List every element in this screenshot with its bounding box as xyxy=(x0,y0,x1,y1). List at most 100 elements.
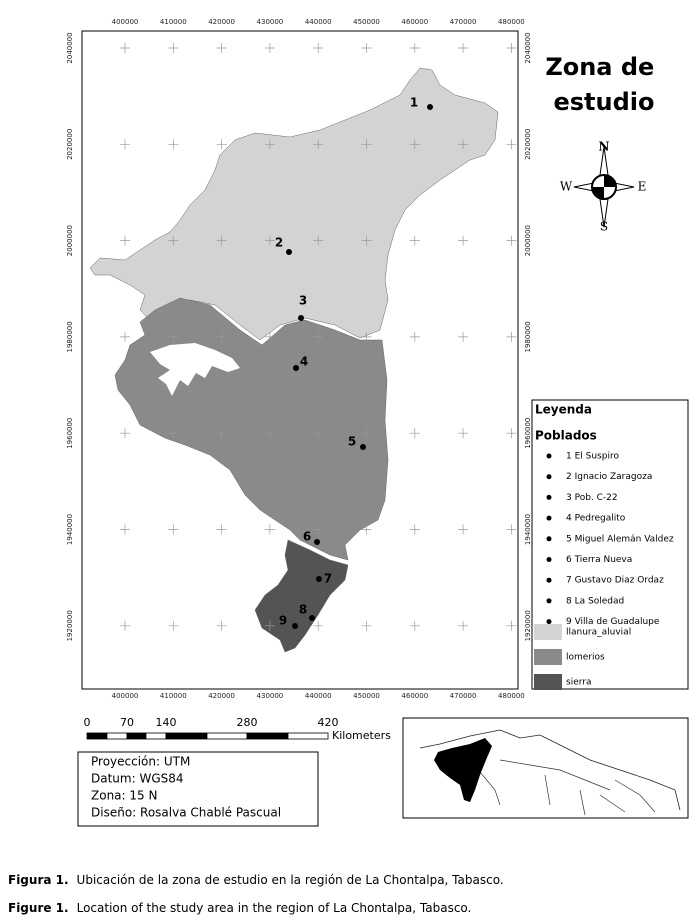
town-label: 7 xyxy=(324,572,332,586)
grid-cross xyxy=(361,331,372,342)
town-point xyxy=(286,249,292,255)
y-tick-label: 1940000 xyxy=(66,514,74,545)
scale-segment xyxy=(165,732,208,740)
legend-zone: lomerios xyxy=(566,653,605,663)
grid-cross xyxy=(120,235,130,246)
x-tick-label: 480000 xyxy=(498,18,525,26)
grid-cross xyxy=(506,43,517,53)
grid-cross xyxy=(120,139,130,150)
grid-cross xyxy=(313,524,324,535)
grid-cross xyxy=(216,139,227,150)
grid-cross xyxy=(506,139,517,150)
zone-polygon xyxy=(89,67,499,341)
x-tick-label: 420000 xyxy=(208,692,235,700)
x-tick-label: 410000 xyxy=(160,692,187,700)
x-tick-label: 440000 xyxy=(305,18,332,26)
town-label: 8 xyxy=(299,603,307,617)
scale-label: 0 xyxy=(84,716,91,729)
grid-cross xyxy=(120,43,130,53)
town-point xyxy=(360,444,366,450)
grid-cross xyxy=(409,620,420,631)
scale-segment xyxy=(246,732,289,740)
grid-cross xyxy=(458,235,469,246)
grid-cross xyxy=(264,235,275,246)
legend-marker xyxy=(546,453,552,459)
info-line: Proyección: UTM xyxy=(91,755,190,769)
y-tick-label: 1980000 xyxy=(66,321,74,352)
caption: Figure 1. Location of the study area in t… xyxy=(8,901,471,915)
caption-label: Figure 1. xyxy=(8,901,69,915)
grid-cross xyxy=(361,139,372,150)
town-label: 9 xyxy=(279,614,287,628)
x-tick-label: 400000 xyxy=(112,18,139,26)
x-tick-label: 450000 xyxy=(353,692,380,700)
caption-text: Ubicación de la zona de estudio en la re… xyxy=(77,873,504,887)
scale-segment xyxy=(106,732,128,740)
legend-marker xyxy=(546,577,552,583)
legend-title: Leyenda xyxy=(535,403,592,417)
legend-swatch xyxy=(534,624,562,640)
town-point xyxy=(427,104,433,110)
legend-marker xyxy=(546,494,552,500)
grid-cross xyxy=(409,139,420,150)
x-tick-label: 460000 xyxy=(401,692,428,700)
scale-label: 280 xyxy=(237,716,258,729)
y-tick-label: 2000000 xyxy=(524,225,532,256)
grid-cross xyxy=(506,235,517,246)
compass-s: S xyxy=(600,220,608,234)
grid-cross xyxy=(168,139,179,150)
y-tick-label: 2040000 xyxy=(66,32,74,63)
grid-cross xyxy=(120,524,130,535)
grid-cross xyxy=(313,331,324,342)
grid-cross xyxy=(216,620,227,631)
town-point xyxy=(316,576,322,582)
grid-cross xyxy=(506,524,517,535)
legend-town: 5 Miguel Alemán Valdez xyxy=(566,534,674,544)
scale-label: 420 xyxy=(318,716,339,729)
grid-cross xyxy=(313,139,324,150)
zone-polygon xyxy=(254,539,349,653)
town-point xyxy=(292,623,298,629)
y-tick-label: 2040000 xyxy=(524,32,532,63)
grid-cross xyxy=(120,428,130,439)
x-tick-label: 470000 xyxy=(450,18,477,26)
y-tick-label: 1920000 xyxy=(524,610,532,641)
grid-cross xyxy=(168,620,179,631)
legend-box xyxy=(531,399,689,690)
inset-outline xyxy=(419,729,681,811)
scale-label: 70 xyxy=(120,716,134,729)
x-tick-label: 420000 xyxy=(208,18,235,26)
legend-marker xyxy=(546,536,552,542)
y-tick-label: 1960000 xyxy=(66,418,74,449)
legend-town: 3 Pob. C-22 xyxy=(566,493,618,503)
info-line: Datum: WGS84 xyxy=(91,772,184,786)
y-tick-label: 2020000 xyxy=(66,129,74,160)
town-label: 1 xyxy=(410,96,418,110)
grid-cross xyxy=(313,235,324,246)
town-point xyxy=(314,539,320,545)
grid-cross xyxy=(168,235,179,246)
grid-cross xyxy=(264,620,275,631)
grid-cross xyxy=(506,331,517,342)
legend-town: 1 El Suspiro xyxy=(566,452,619,462)
grid-cross xyxy=(361,43,372,53)
scale-segment xyxy=(145,732,167,740)
scale-label: 140 xyxy=(156,716,177,729)
grid-cross xyxy=(409,43,420,53)
inset-study-area xyxy=(434,738,492,802)
grid-cross xyxy=(361,235,372,246)
grid-cross xyxy=(168,43,179,53)
town-label: 6 xyxy=(303,530,311,544)
scale-segment xyxy=(126,732,147,740)
grid-cross xyxy=(313,428,324,439)
info-box xyxy=(77,751,319,827)
grid-cross xyxy=(409,524,420,535)
town-point xyxy=(293,365,299,371)
legend-zone: sierra xyxy=(566,678,591,688)
x-tick-label: 430000 xyxy=(257,692,284,700)
grid-cross xyxy=(168,524,179,535)
legend-town: 7 Gustavo Diaz Ordaz xyxy=(566,576,664,586)
grid-cross xyxy=(120,620,130,631)
grid-cross xyxy=(506,620,517,631)
